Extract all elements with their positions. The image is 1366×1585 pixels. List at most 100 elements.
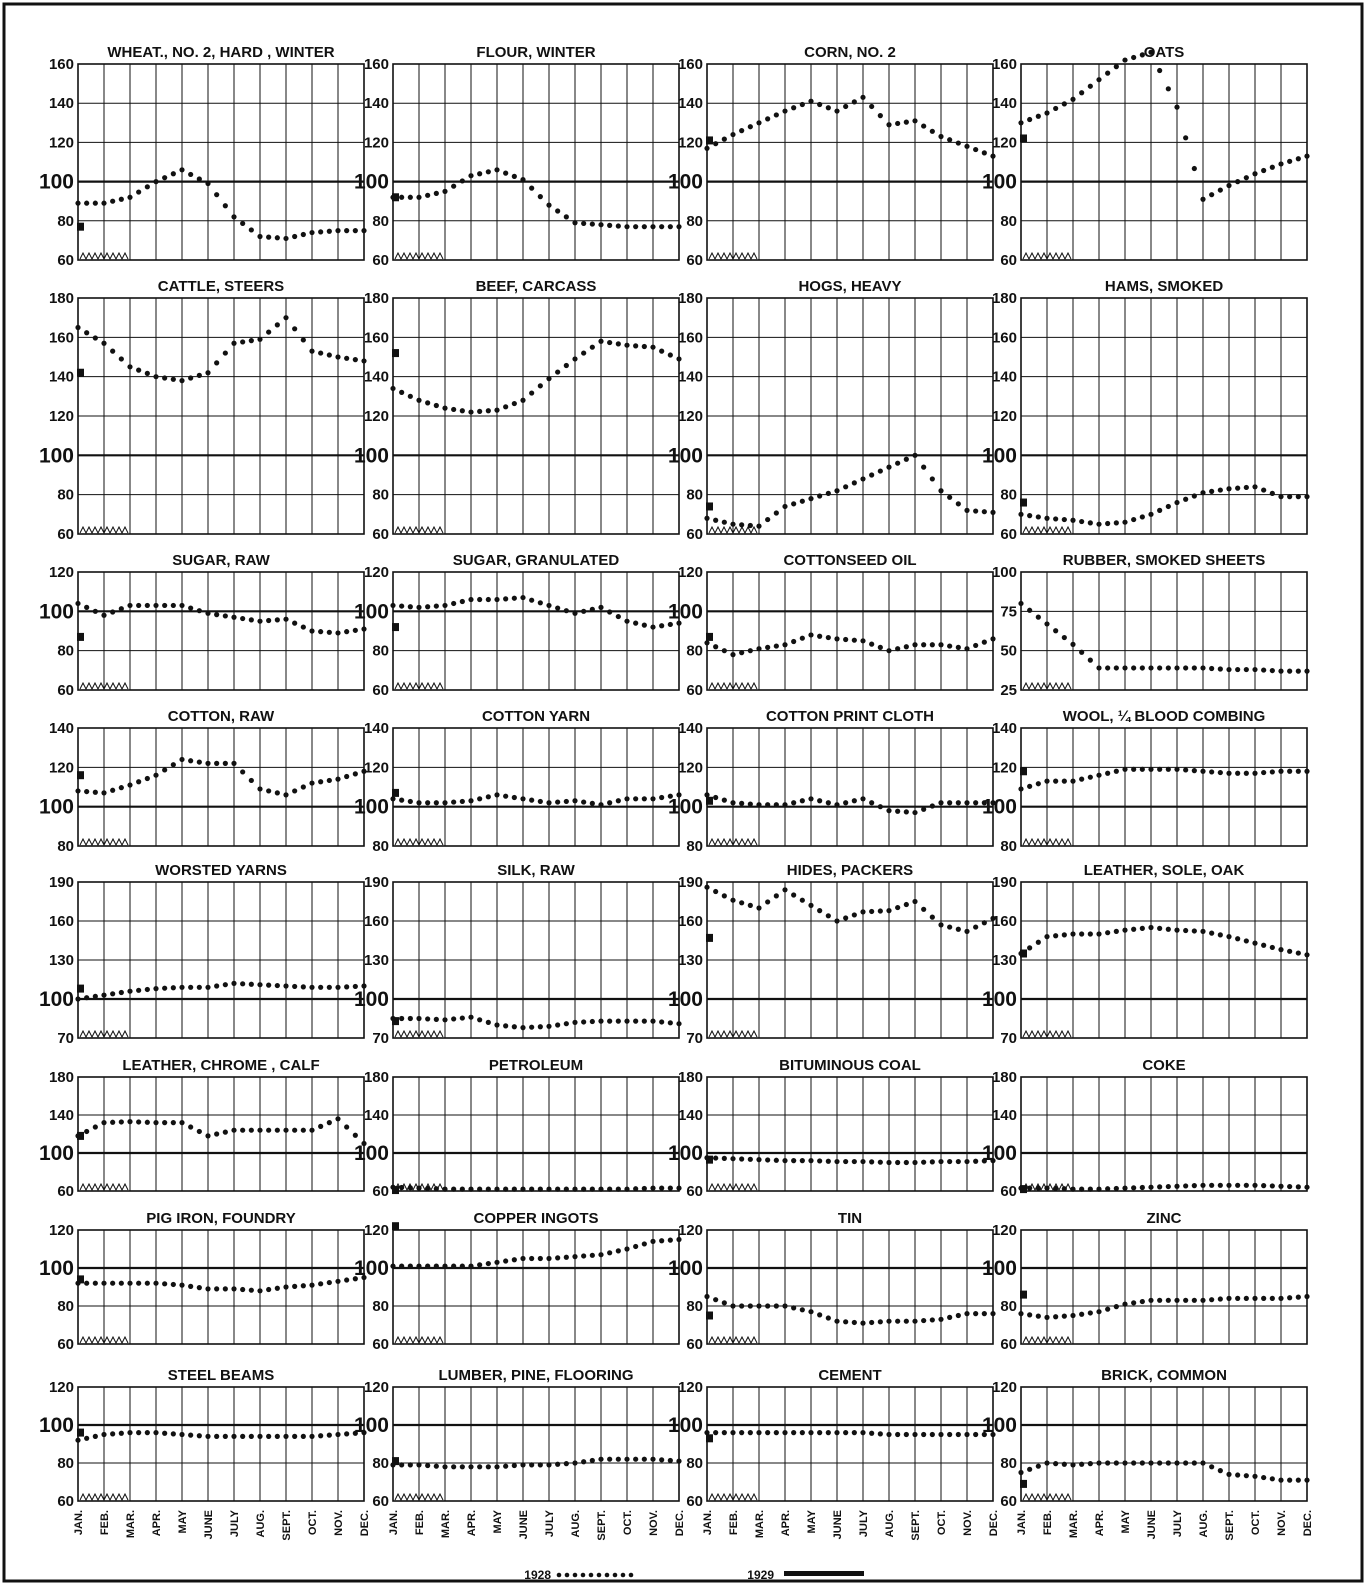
point-1928-interp xyxy=(1165,766,1171,772)
point-1928 xyxy=(335,228,341,234)
y-tick-label: 100 xyxy=(982,444,1017,467)
point-1928 xyxy=(676,620,682,626)
point-1928 xyxy=(912,452,918,458)
point-1928-interp xyxy=(344,629,350,635)
point-1928-interp xyxy=(240,1286,246,1293)
point-1928-interp xyxy=(188,1432,194,1438)
point-1928-interp xyxy=(947,1431,953,1438)
y-tick-label: 25 xyxy=(1000,682,1017,699)
point-1928-interp xyxy=(266,1433,272,1439)
series-1928 xyxy=(390,792,682,808)
point-1928-interp xyxy=(274,322,280,328)
point-1928-interp xyxy=(407,1015,413,1022)
point-1928 xyxy=(1018,786,1024,792)
point-1928-interp xyxy=(511,1024,517,1030)
point-1928-interp xyxy=(659,623,665,629)
y-tick-label: 180 xyxy=(49,1069,74,1086)
point-1928 xyxy=(730,1303,736,1309)
point-1928-interp xyxy=(1131,1185,1137,1191)
plot-frame xyxy=(706,571,994,691)
point-1928-interp xyxy=(843,800,849,806)
point-1928 xyxy=(598,604,604,611)
point-1928-interp xyxy=(589,1186,595,1192)
plot-frame xyxy=(706,727,994,847)
point-1928-interp xyxy=(1183,665,1189,671)
y-tick-label: 75 xyxy=(1000,603,1017,620)
series-1928 xyxy=(390,1014,682,1031)
point-1928-interp xyxy=(1113,1304,1119,1310)
point-1928-interp xyxy=(477,171,483,177)
chart-title: COTTON, RAW xyxy=(168,708,275,725)
point-1928-interp xyxy=(352,1430,358,1436)
chart-panel-29: STEEL BEAMS 120 100 80 60 xyxy=(39,1367,367,1510)
y-tick-label: 120 xyxy=(364,134,389,151)
point-1928-interp xyxy=(1235,936,1241,942)
month-label: JULY xyxy=(229,1509,241,1537)
point-1928 xyxy=(546,376,552,382)
y-tick-label: 60 xyxy=(372,682,389,699)
point-1928-interp xyxy=(1183,1297,1189,1303)
point-1928 xyxy=(127,194,133,200)
month-label: NOV. xyxy=(333,1510,345,1536)
point-1928 xyxy=(520,1025,526,1031)
month-label: MAY xyxy=(492,1509,504,1533)
point-1928 xyxy=(1044,1460,1050,1466)
chart-title: RUBBER, SMOKED SHEETS xyxy=(1063,552,1266,569)
point-1928 xyxy=(494,407,500,413)
point-1928-interp xyxy=(895,1318,901,1324)
point-1928-interp xyxy=(851,99,857,105)
point-1928-interp xyxy=(196,984,202,990)
point-1928-interp xyxy=(1113,1460,1119,1466)
point-1928-interp xyxy=(641,1018,647,1024)
plot-frame xyxy=(77,727,365,847)
point-1928-interp xyxy=(843,915,849,921)
point-1928 xyxy=(1070,517,1076,523)
point-1928-interp xyxy=(1105,520,1111,527)
point-1928 xyxy=(257,336,263,342)
point-1928-interp xyxy=(659,794,665,801)
point-1928 xyxy=(520,594,526,601)
point-1928-interp xyxy=(188,984,194,990)
point-1928-interp xyxy=(825,634,831,641)
point-1928-interp xyxy=(1183,927,1189,934)
point-1928-interp xyxy=(589,221,595,227)
point-1928 xyxy=(938,922,944,928)
point-1928-interp xyxy=(747,1430,753,1436)
point-1929 xyxy=(392,1186,399,1195)
point-1928-interp xyxy=(1295,668,1301,674)
month-label: FEB. xyxy=(1042,1510,1054,1535)
point-1928-interp xyxy=(869,908,875,915)
point-1928-interp xyxy=(110,198,116,204)
y-tick-label: 160 xyxy=(364,56,389,73)
point-1928-interp xyxy=(485,169,491,175)
point-1928-interp xyxy=(1079,776,1085,782)
point-1928 xyxy=(361,768,367,774)
point-1928-interp xyxy=(799,897,805,903)
point-1928-interp xyxy=(451,406,457,413)
y-tick-label: 60 xyxy=(372,252,389,269)
point-1928-interp xyxy=(1165,926,1171,932)
point-1928-interp xyxy=(1105,665,1111,671)
point-1928 xyxy=(730,521,736,527)
series-1928 xyxy=(390,338,682,415)
y-tick-label: 160 xyxy=(678,56,703,73)
point-1928-interp xyxy=(1061,101,1067,107)
chart-panel-30: LUMBER, PINE, FLOORING 120 100 80 60 xyxy=(354,1367,682,1510)
y-tick-label: 100 xyxy=(668,171,703,194)
point-1928-interp xyxy=(300,1127,306,1133)
point-1929 xyxy=(392,193,399,202)
point-1928-interp xyxy=(955,800,961,806)
legend-dot xyxy=(580,1572,586,1578)
y-tick-label: 160 xyxy=(49,913,74,930)
point-1928-interp xyxy=(1243,770,1249,776)
legend-dot xyxy=(572,1572,578,1578)
point-1928-interp xyxy=(399,194,405,200)
y-tick-label: 60 xyxy=(686,1493,703,1510)
point-1928 xyxy=(1174,104,1180,110)
point-1928-interp xyxy=(1209,930,1215,936)
point-1928-interp xyxy=(1053,933,1059,939)
point-1928-interp xyxy=(503,596,509,602)
point-1928-interp xyxy=(170,1281,176,1288)
point-1928 xyxy=(912,898,918,905)
